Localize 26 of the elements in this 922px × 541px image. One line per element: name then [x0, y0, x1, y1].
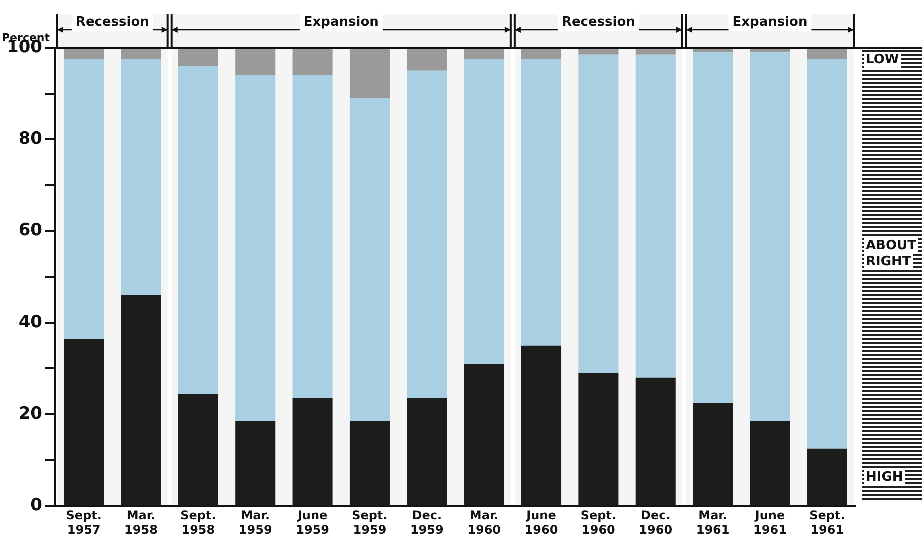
x-tick-label: Sept. 1957 — [66, 508, 102, 537]
x-tick-label: Dec. 1960 — [639, 508, 673, 537]
x-tick-label: Mar. 1960 — [468, 508, 502, 537]
x-tick-label: Dec. 1959 — [410, 508, 444, 537]
x-tick-label: June 1960 — [524, 508, 558, 537]
x-tick-label: Sept. 1958 — [180, 508, 216, 537]
series-label: ABOUT RIGHT — [866, 238, 917, 270]
y-tick-label: 20 — [18, 404, 43, 424]
x-tick-label: June 1959 — [296, 508, 330, 537]
series-label: HIGH — [866, 470, 904, 485]
band-label: Expansion — [304, 14, 379, 30]
x-tick-label: Mar. 1959 — [238, 508, 272, 537]
band-label: Recession — [562, 14, 636, 30]
y-tick-label: 40 — [18, 312, 43, 332]
y-tick-label: 80 — [18, 129, 43, 150]
x-tick-label: Sept. 1960 — [580, 508, 617, 537]
y-tick-label: 0 — [30, 496, 43, 516]
x-tick-label: Mar. 1958 — [124, 508, 158, 537]
x-tick-label: Sept. 1961 — [810, 508, 846, 537]
x-tick-label: Sept. 1959 — [352, 508, 388, 537]
y-tick-label: 60 — [18, 220, 43, 241]
band-label: Recession — [76, 14, 150, 30]
x-tick-label: Mar. 1961 — [696, 508, 730, 537]
band-label: Expansion — [732, 14, 808, 30]
series-label: LOW — [866, 52, 900, 68]
x-tick-label: June 1961 — [754, 508, 787, 537]
